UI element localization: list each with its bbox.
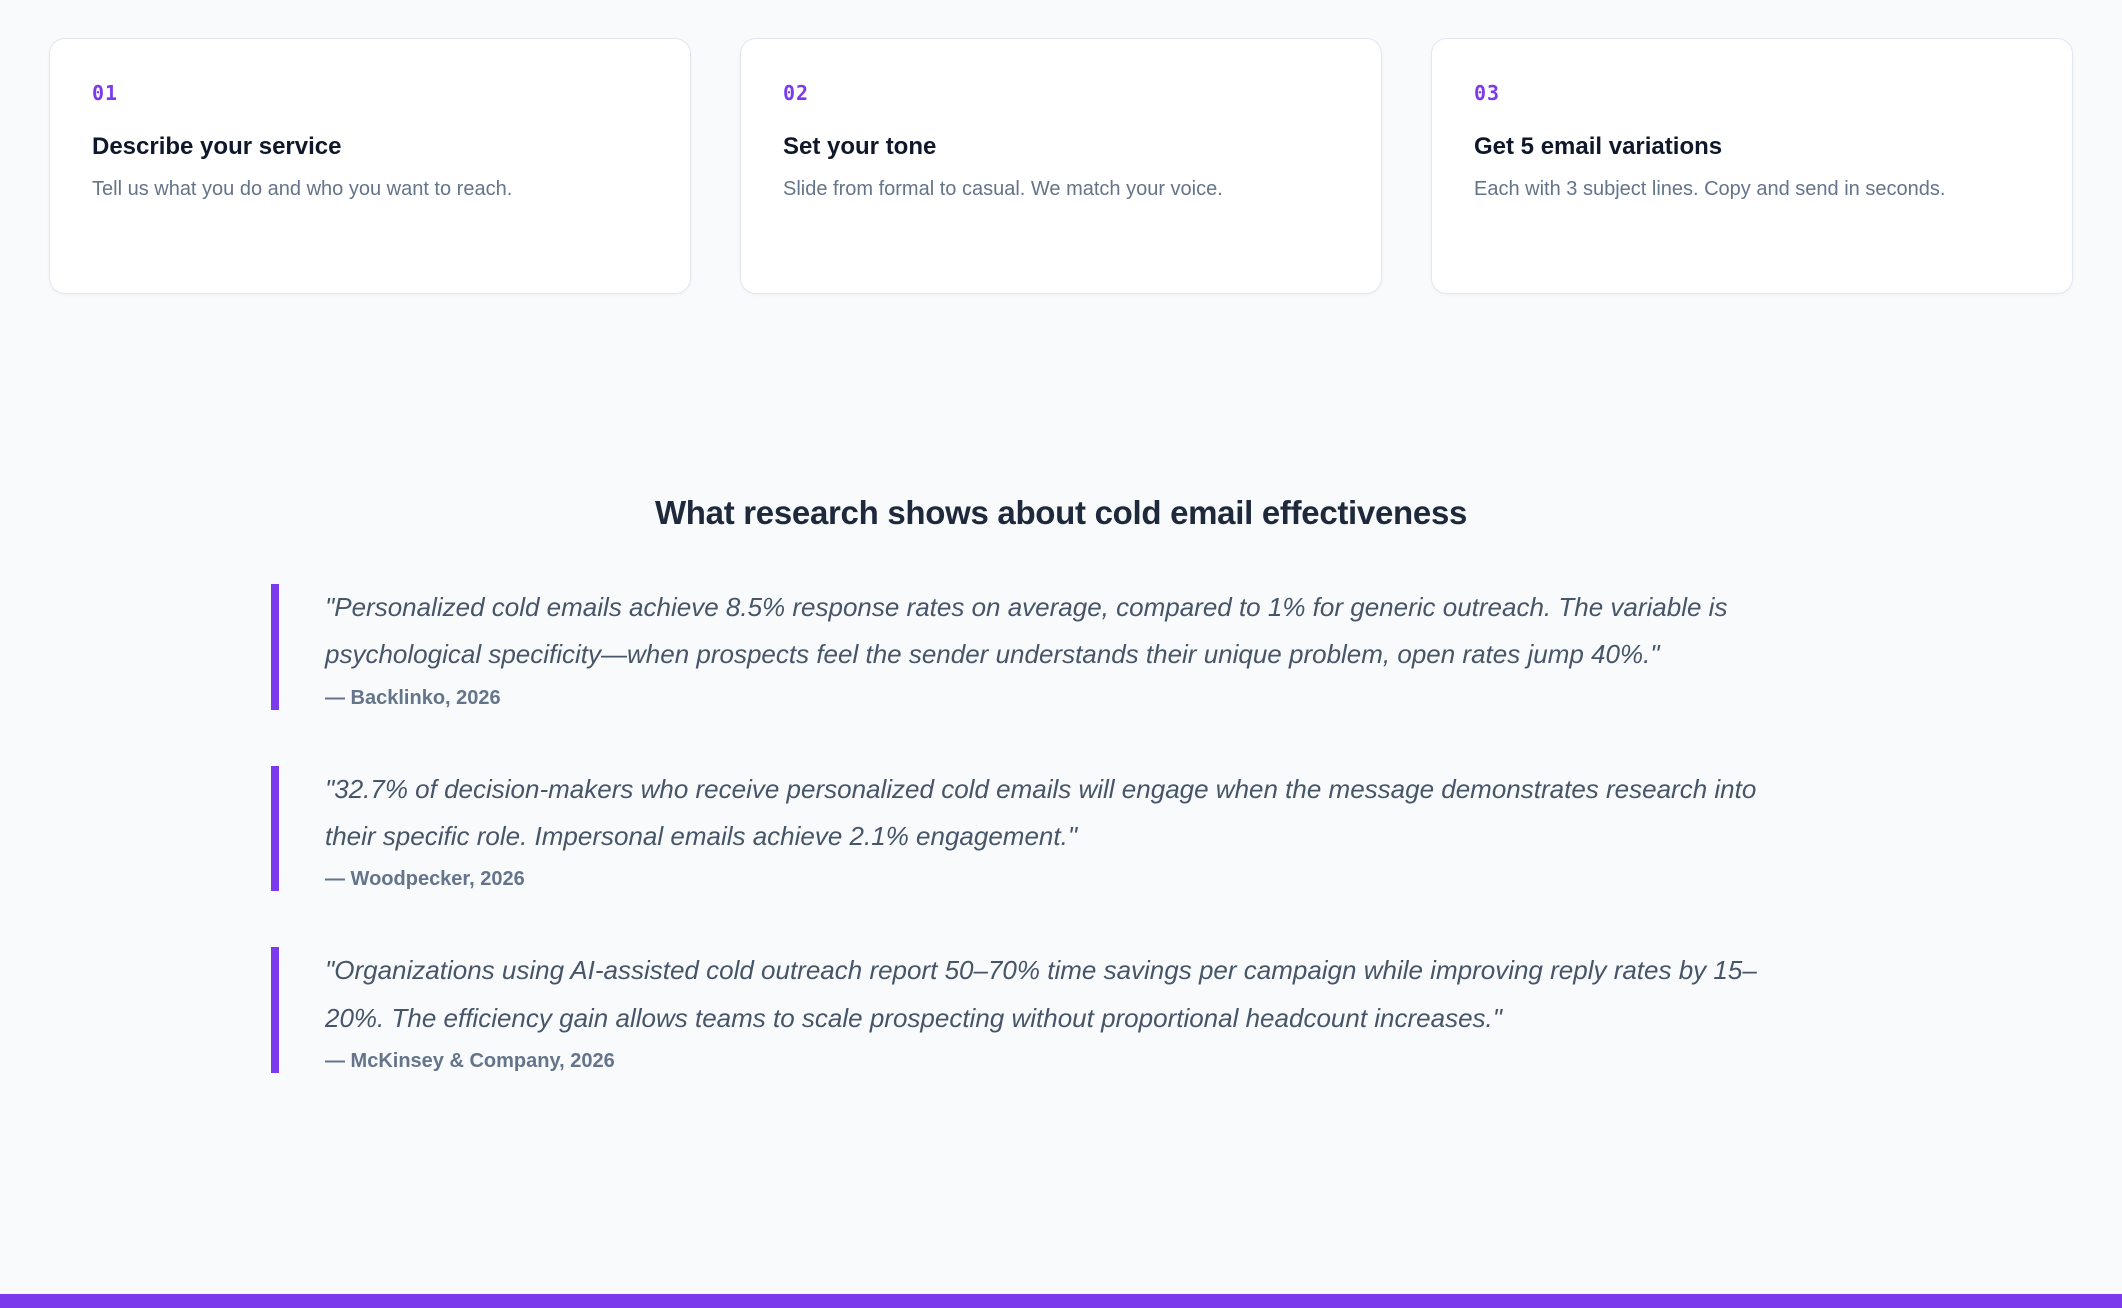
step-card-1: 01 Describe your service Tell us what yo…: [49, 38, 691, 294]
quote-attribution: — McKinsey & Company, 2026: [325, 1049, 615, 1072]
step-card-3: 03 Get 5 email variations Each with 3 su…: [1431, 38, 2073, 294]
step-number: 03: [1474, 81, 1501, 105]
step-title: Set your tone: [783, 133, 937, 160]
step-title: Get 5 email variations: [1474, 133, 1723, 160]
research-quote-3: "Organizations using AI-assisted cold ou…: [271, 947, 1800, 1073]
step-number: 02: [783, 81, 810, 105]
research-quote-1: "Personalized cold emails achieve 8.5% r…: [271, 584, 1800, 710]
research-section-heading: What research shows about cold email eff…: [654, 494, 1468, 531]
quote-text: "Organizations using AI-assisted cold ou…: [325, 955, 1757, 1033]
step-title: Describe your service: [92, 133, 342, 160]
quote-attribution: — Backlinko, 2026: [325, 686, 501, 709]
step-card-2: 02 Set your tone Slide from formal to ca…: [740, 38, 1382, 294]
step-description: Slide from formal to casual. We match yo…: [783, 178, 1223, 200]
quote-text: "Personalized cold emails achieve 8.5% r…: [325, 592, 1728, 670]
steps-row: 01 Describe your service Tell us what yo…: [0, 0, 2122, 294]
research-quote-2: "32.7% of decision-makers who receive pe…: [271, 765, 1800, 892]
next-section-accent-bar: [0, 1294, 2122, 1308]
quote-attribution: — Woodpecker, 2026: [325, 868, 525, 891]
research-quotes: "Personalized cold emails achieve 8.5% r…: [271, 584, 1800, 1073]
step-description: Tell us what you do and who you want to …: [92, 178, 513, 200]
step-number: 01: [92, 81, 119, 105]
step-description: Each with 3 subject lines. Copy and send…: [1474, 178, 1946, 200]
quote-text: "32.7% of decision-makers who receive pe…: [325, 773, 1757, 851]
